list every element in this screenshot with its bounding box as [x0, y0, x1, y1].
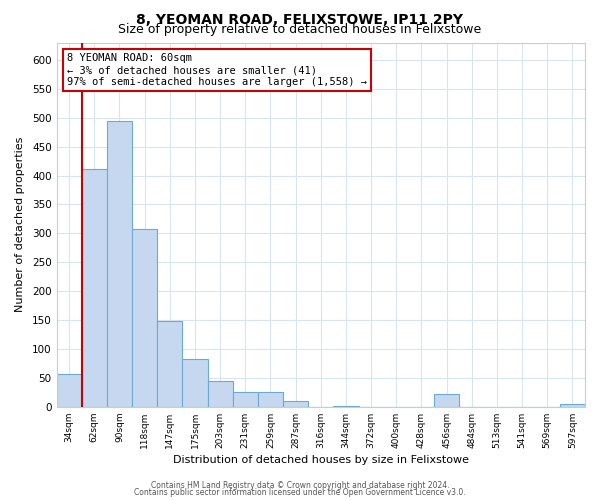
Text: Contains HM Land Registry data © Crown copyright and database right 2024.: Contains HM Land Registry data © Crown c…: [151, 480, 449, 490]
Bar: [208, 382, 233, 407]
X-axis label: Distribution of detached houses by size in Felixstowe: Distribution of detached houses by size …: [173, 455, 469, 465]
Text: 8, YEOMAN ROAD, FELIXSTOWE, IP11 2PY: 8, YEOMAN ROAD, FELIXSTOWE, IP11 2PY: [137, 12, 464, 26]
Y-axis label: Number of detached properties: Number of detached properties: [15, 137, 25, 312]
Text: Contains public sector information licensed under the Open Government Licence v3: Contains public sector information licen…: [134, 488, 466, 497]
Bar: [560, 404, 585, 407]
Bar: [82, 169, 107, 407]
Bar: [182, 360, 208, 407]
Bar: [157, 320, 182, 407]
Bar: [283, 401, 308, 407]
Bar: [56, 374, 82, 407]
Text: Size of property relative to detached houses in Felixstowe: Size of property relative to detached ho…: [118, 22, 482, 36]
Bar: [233, 392, 258, 407]
Bar: [334, 406, 359, 407]
Bar: [434, 394, 459, 407]
Bar: [132, 230, 157, 407]
Bar: [107, 121, 132, 407]
Bar: [258, 392, 283, 407]
Text: 8 YEOMAN ROAD: 60sqm
← 3% of detached houses are smaller (41)
97% of semi-detach: 8 YEOMAN ROAD: 60sqm ← 3% of detached ho…: [67, 54, 367, 86]
